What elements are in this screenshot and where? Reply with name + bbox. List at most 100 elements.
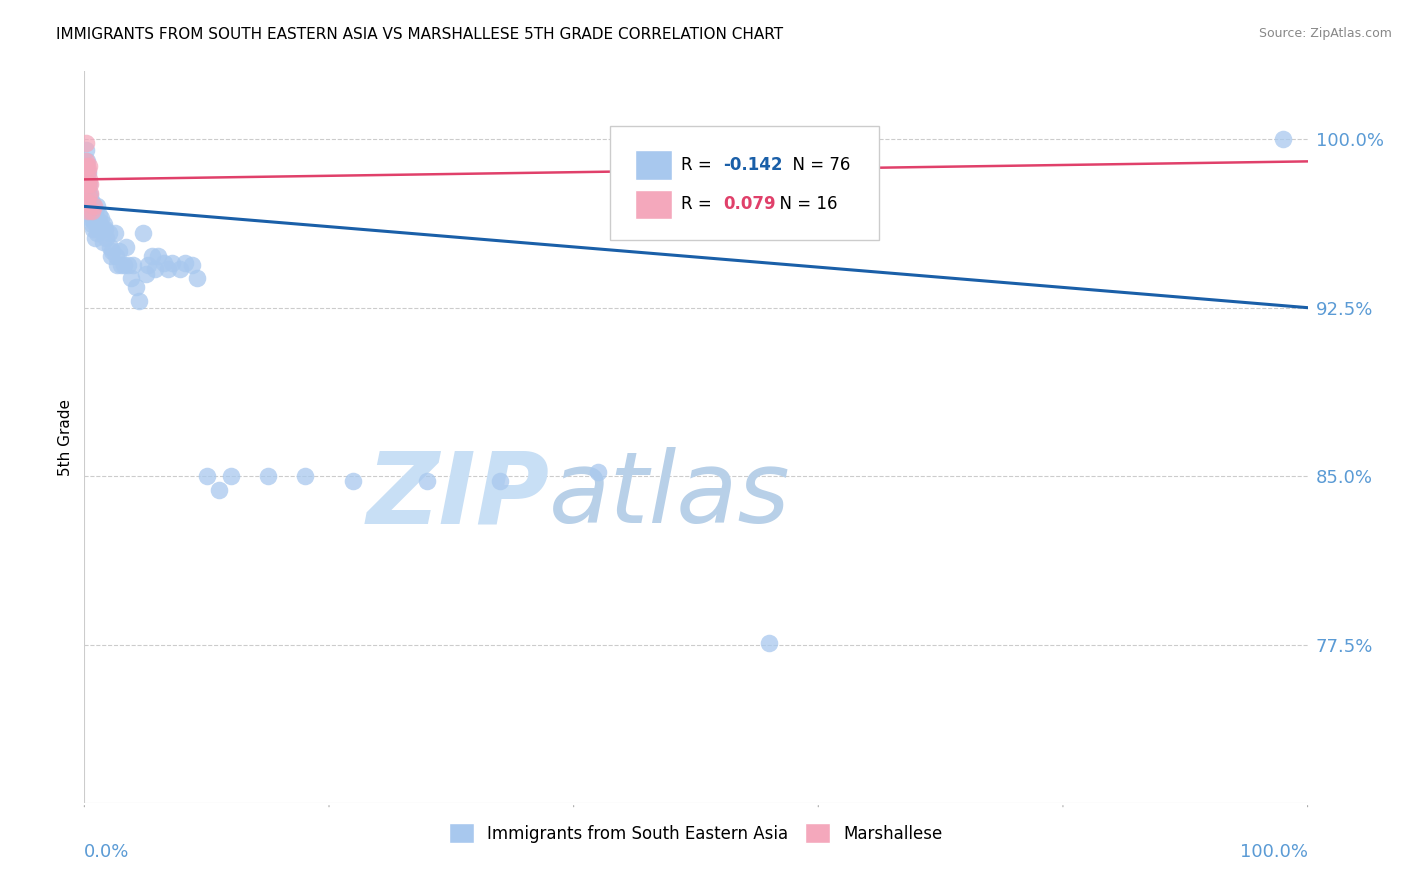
FancyBboxPatch shape (610, 126, 880, 240)
Text: 0.0%: 0.0% (84, 843, 129, 861)
Point (122, 258, 145, 272)
Text: -0.142: -0.142 (723, 156, 782, 174)
Point (77, 177, 100, 191)
Point (86, 199, 108, 213)
Point (94, 222, 117, 236)
Point (76, 154, 98, 169)
Point (76, 166, 98, 180)
Point (112, 258, 135, 272)
Point (75, 143, 97, 157)
Point (146, 249, 169, 263)
Point (83, 199, 105, 213)
Point (93, 218, 115, 232)
Point (758, 636, 780, 650)
Point (132, 227, 155, 241)
Point (107, 244, 129, 259)
Point (80, 203, 103, 218)
Point (96, 231, 118, 245)
Text: R =: R = (682, 156, 717, 174)
Point (115, 240, 138, 254)
Point (98, 240, 121, 254)
Point (82, 222, 104, 236)
Point (416, 474, 439, 488)
Point (80, 218, 103, 232)
Point (125, 280, 148, 294)
Point (97, 227, 120, 241)
Point (77, 172, 100, 186)
Point (1272, 132, 1295, 146)
Point (82, 211, 104, 225)
Point (89, 218, 111, 232)
Point (77, 177, 100, 191)
Point (75, 154, 97, 169)
Point (79, 199, 101, 213)
Point (195, 469, 218, 483)
Point (143, 262, 166, 277)
Point (83, 206, 105, 220)
FancyBboxPatch shape (636, 190, 672, 219)
Point (105, 249, 128, 263)
Point (79, 186, 101, 200)
Point (86, 213, 108, 227)
Text: atlas: atlas (550, 447, 790, 544)
Point (77, 188, 100, 202)
Point (136, 258, 159, 272)
Point (77, 203, 100, 218)
Text: N = 76: N = 76 (782, 156, 851, 174)
Point (135, 267, 157, 281)
Point (77, 194, 100, 209)
Point (257, 469, 280, 483)
Point (128, 293, 150, 308)
Point (76, 159, 98, 173)
Point (709, 188, 731, 202)
Point (87, 213, 110, 227)
Point (86, 227, 108, 241)
Point (77, 203, 100, 218)
Point (219, 469, 242, 483)
Point (77, 163, 100, 178)
Point (100, 249, 122, 263)
Point (83, 215, 105, 229)
Point (87, 219, 110, 234)
Point (77, 181, 100, 195)
Point (104, 227, 127, 241)
Text: 100.0%: 100.0% (1240, 843, 1308, 861)
Point (342, 474, 364, 488)
Point (77, 190, 100, 204)
Point (208, 483, 231, 497)
Text: Source: ZipAtlas.com: Source: ZipAtlas.com (1258, 27, 1392, 40)
Legend: Immigrants from South Eastern Asia, Marshallese: Immigrants from South Eastern Asia, Mars… (443, 817, 949, 849)
Point (87, 208, 110, 222)
Y-axis label: 5th Grade: 5th Grade (58, 399, 73, 475)
Point (586, 465, 609, 479)
Point (82, 199, 104, 213)
Point (186, 271, 208, 285)
Point (91, 222, 114, 236)
Point (77, 159, 100, 173)
Point (90, 211, 112, 225)
Point (101, 244, 124, 259)
Point (110, 258, 132, 272)
Point (181, 258, 204, 272)
Point (156, 262, 179, 277)
Point (141, 249, 163, 263)
Point (79, 177, 101, 191)
Point (117, 258, 139, 272)
Point (80, 203, 103, 218)
Point (87, 222, 110, 236)
Point (75, 136, 97, 151)
Point (84, 231, 107, 245)
Text: ZIP: ZIP (366, 447, 550, 544)
Point (105, 258, 128, 272)
Text: 0.079: 0.079 (723, 195, 776, 213)
Point (76, 177, 98, 191)
Point (173, 255, 195, 269)
Text: R =: R = (682, 195, 717, 213)
Point (77, 166, 100, 180)
Point (76, 194, 98, 209)
Point (489, 474, 512, 488)
Point (91, 235, 114, 250)
Point (153, 255, 176, 269)
Point (84, 203, 107, 218)
Point (79, 211, 101, 225)
